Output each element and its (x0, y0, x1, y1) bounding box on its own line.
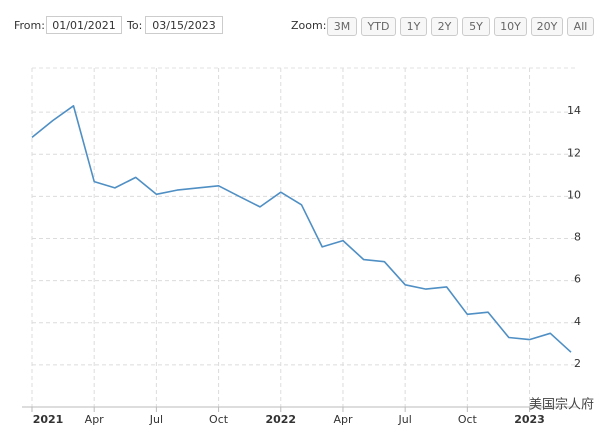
to-input[interactable]: 03/15/2023 (145, 16, 223, 34)
x-tick-label: Apr (333, 413, 353, 426)
from-input[interactable]: 01/01/2021 (46, 16, 122, 34)
x-tick-label: 2022 (265, 413, 296, 426)
x-tick-label: Oct (209, 413, 229, 426)
y-tick-label: 12 (567, 146, 581, 159)
price-line (31, 105, 572, 353)
watermark: 美国宗人府 (529, 397, 594, 413)
zoom-button[interactable]: 3M (327, 17, 357, 36)
y-tick-label: 2 (574, 357, 581, 370)
x-tick-label: Jul (149, 413, 163, 426)
zoom-label: Zoom: (291, 19, 327, 32)
zoom-button[interactable]: All (567, 17, 594, 36)
y-tick-label: 10 (567, 188, 581, 201)
x-tick-label: 2023 (514, 413, 545, 426)
y-tick-label: 14 (567, 104, 581, 117)
from-label: From: (14, 19, 45, 32)
x-tick-label: 2021 (33, 413, 64, 426)
x-tick-label: Oct (458, 413, 478, 426)
zoom-button[interactable]: 2Y (431, 17, 458, 36)
y-tick-label: 6 (574, 273, 581, 286)
y-tick-label: 8 (574, 231, 581, 244)
zoom-button[interactable]: YTD (361, 17, 396, 36)
x-tick-label: Jul (398, 413, 412, 426)
zoom-button[interactable]: 5Y (462, 17, 490, 36)
x-tick-label: Apr (85, 413, 105, 426)
to-label: To: (127, 19, 143, 32)
y-tick-label: 4 (574, 315, 581, 328)
zoom-button[interactable]: 10Y (494, 17, 527, 36)
zoom-button[interactable]: 1Y (400, 17, 427, 36)
zoom-button[interactable]: 20Y (531, 17, 563, 36)
